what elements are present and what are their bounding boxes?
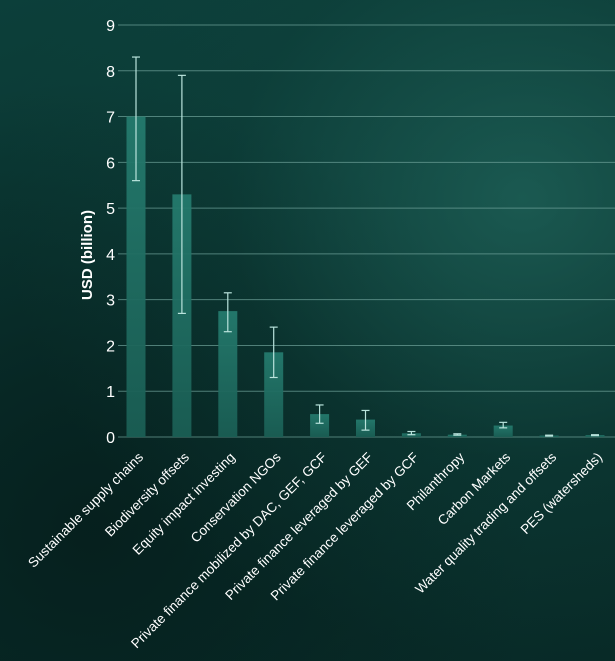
error-bars: [132, 56, 599, 437]
bar: [264, 352, 284, 437]
y-axis-ticks: 0 1 2 3 4 5 6 7 8 9: [106, 18, 115, 447]
y-tick-label: 9: [106, 18, 115, 35]
y-tick-label: 7: [106, 110, 115, 127]
bar: [172, 194, 192, 437]
y-tick-label: 5: [106, 201, 115, 218]
error-bar: [132, 56, 140, 182]
bar: [447, 434, 467, 437]
y-tick-label: 3: [106, 293, 115, 310]
y-tick-label: 6: [106, 155, 115, 172]
y-tick-label: 4: [106, 247, 115, 264]
y-tick-label: 2: [106, 338, 115, 355]
x-tick-label: Biodiversity offsets: [102, 449, 192, 539]
error-bar: [545, 434, 554, 437]
x-tick-label: PES (watersheds): [518, 450, 606, 538]
bar: [310, 414, 330, 437]
error-bar: [499, 421, 508, 429]
y-tick-label: 8: [106, 64, 115, 81]
error-bar: [223, 292, 232, 333]
error-bar: [269, 326, 278, 379]
bar: [218, 311, 238, 437]
error-bar: [315, 404, 324, 424]
bar: [493, 425, 513, 437]
bars: [126, 116, 605, 438]
gridlines: [118, 24, 615, 438]
error-bar: [407, 430, 416, 436]
y-tick-label: 1: [106, 384, 115, 401]
x-tick-label: Conservation NGOs: [188, 449, 284, 545]
error-bar: [177, 74, 186, 314]
bar: [126, 116, 146, 438]
error-bar: [361, 409, 370, 431]
y-axis-label: USD (billion): [79, 210, 96, 300]
error-bar: [453, 433, 462, 436]
y-tick-label: 0: [106, 430, 115, 447]
error-bar: [591, 434, 599, 437]
